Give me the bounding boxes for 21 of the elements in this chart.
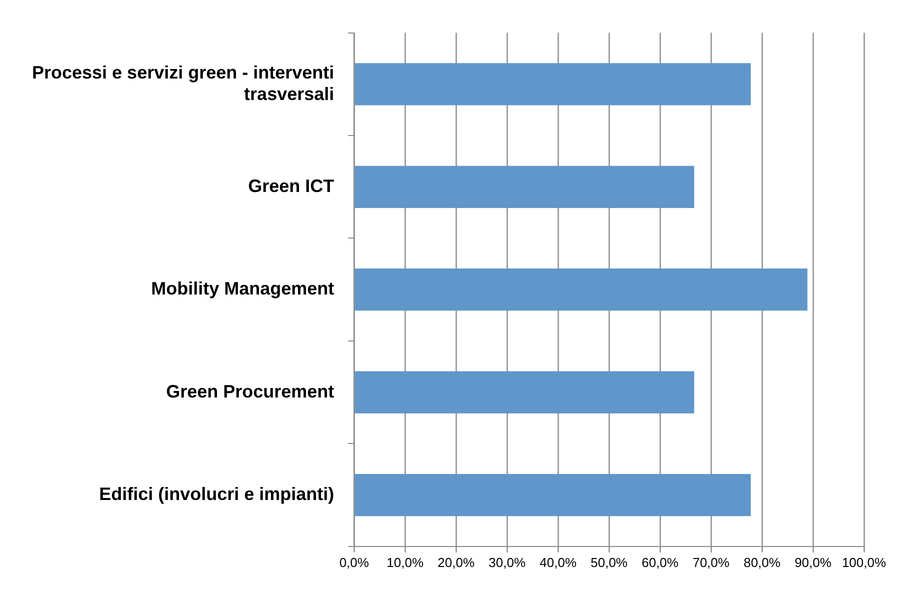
x-tick-label: 80,0% — [744, 554, 781, 570]
y-tick-label: Processi e servizi green - interventi trasversali — [32, 62, 334, 104]
x-tick-label: 90,0% — [794, 554, 832, 570]
bar — [354, 371, 694, 414]
bar — [354, 63, 751, 106]
bar — [354, 474, 751, 516]
x-tick-label: 10,0% — [386, 554, 424, 570]
x-tick-label: 40,0% — [540, 554, 577, 570]
x-tick-label: 0,0% — [339, 554, 370, 570]
x-tick-label: 50,0% — [590, 554, 628, 570]
x-tick-label: 70,0% — [692, 554, 730, 570]
y-tick-label: Mobility Management — [151, 278, 334, 299]
bar — [354, 268, 808, 311]
x-tick-label: 30,0% — [488, 554, 526, 570]
x-tick-label: 100,0% — [842, 554, 886, 570]
y-tick-label: Green ICT — [248, 176, 334, 196]
x-tick-label: 20,0% — [438, 554, 475, 570]
bar — [354, 166, 694, 208]
x-tick-label: 60,0% — [642, 554, 679, 570]
y-tick-label: Edifici (involucri e impianti) — [99, 484, 334, 504]
y-tick-label: Green Procurement — [166, 381, 334, 402]
